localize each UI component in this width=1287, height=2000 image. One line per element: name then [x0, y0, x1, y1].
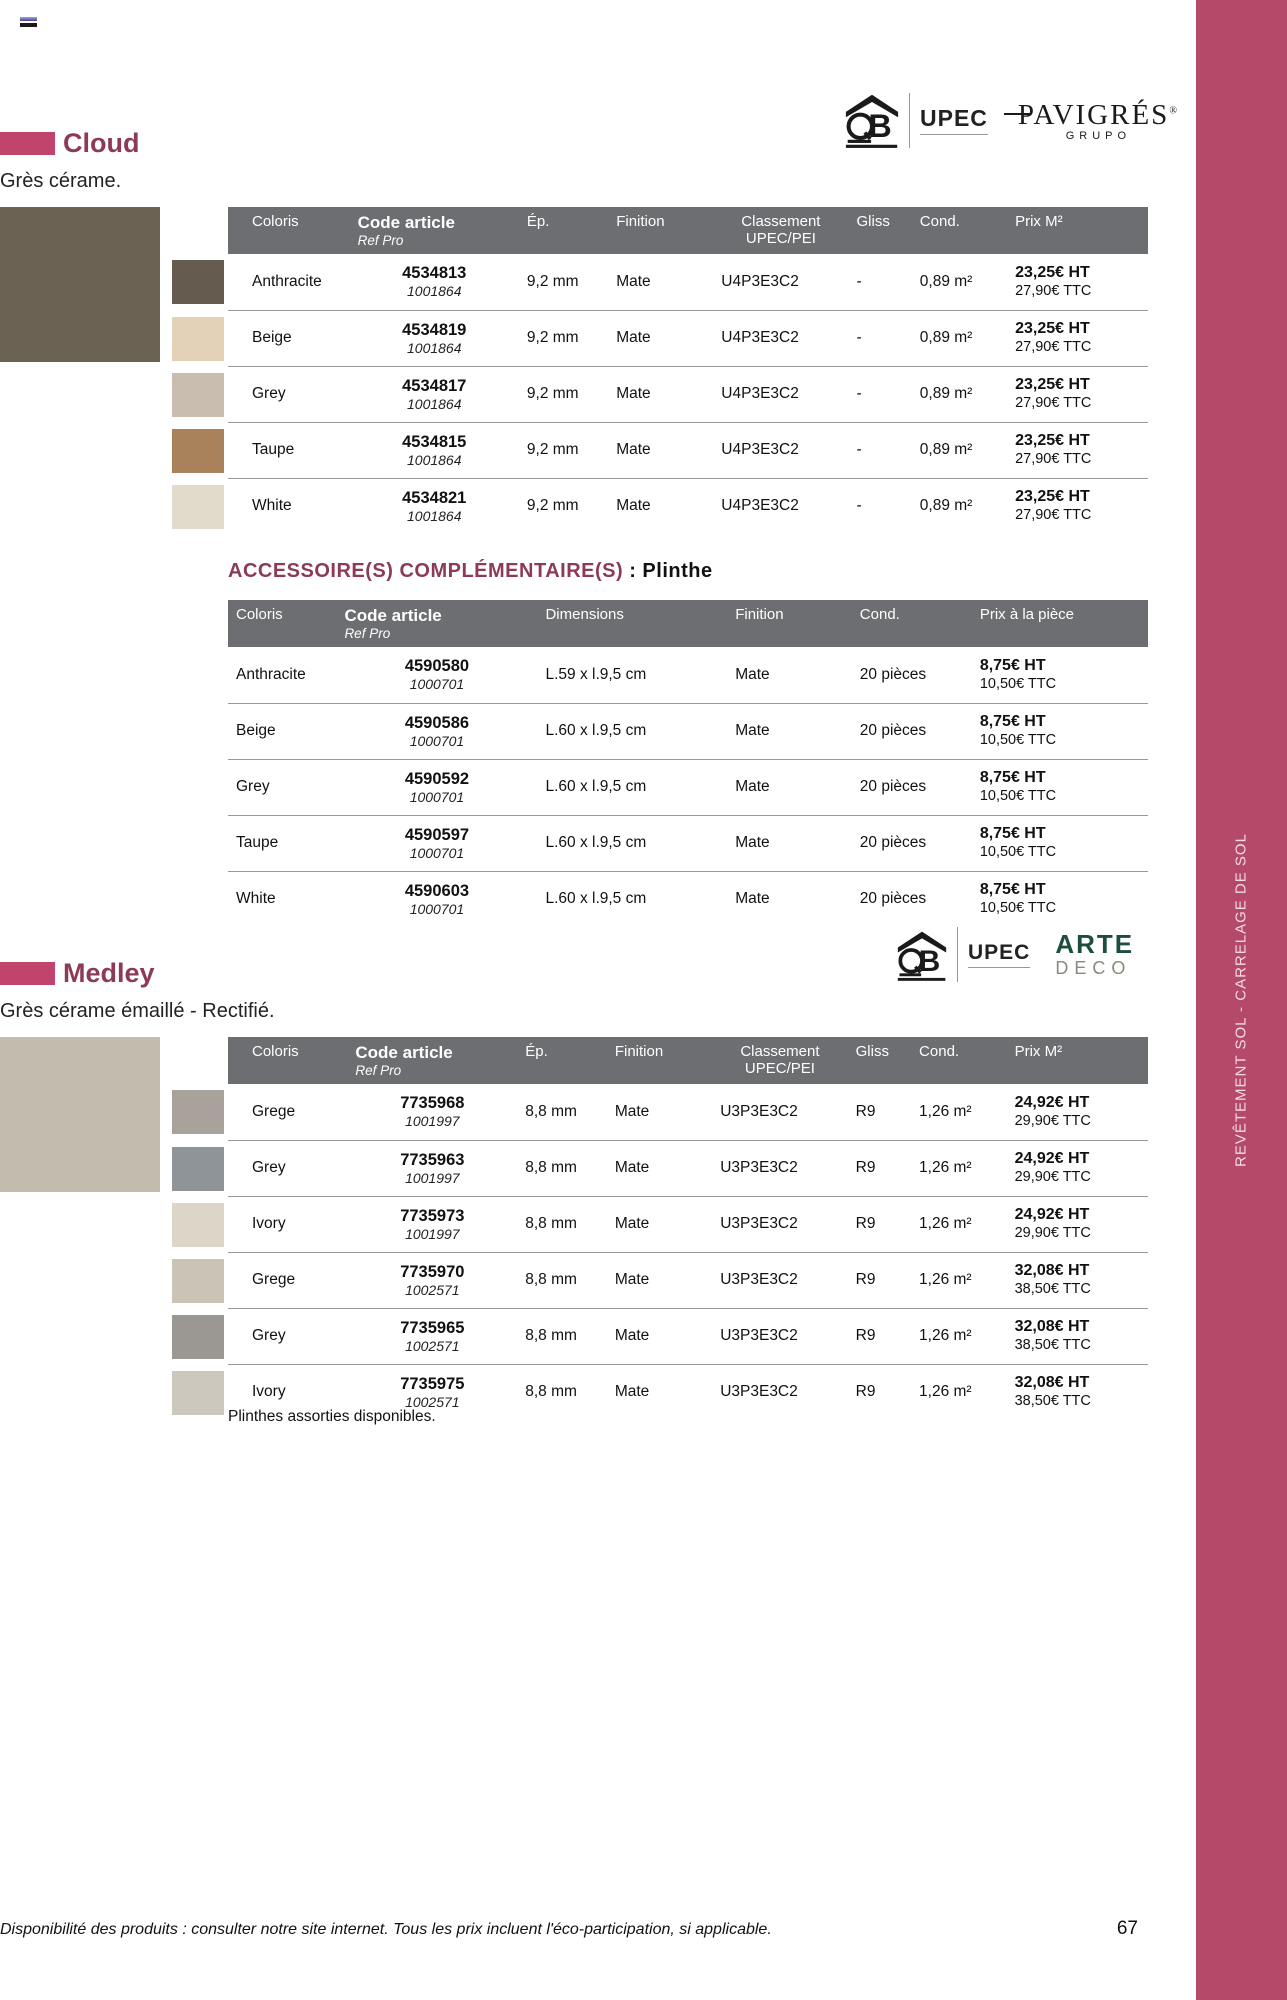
svg-text:B: B [868, 108, 891, 144]
svg-text:B: B [919, 944, 941, 977]
